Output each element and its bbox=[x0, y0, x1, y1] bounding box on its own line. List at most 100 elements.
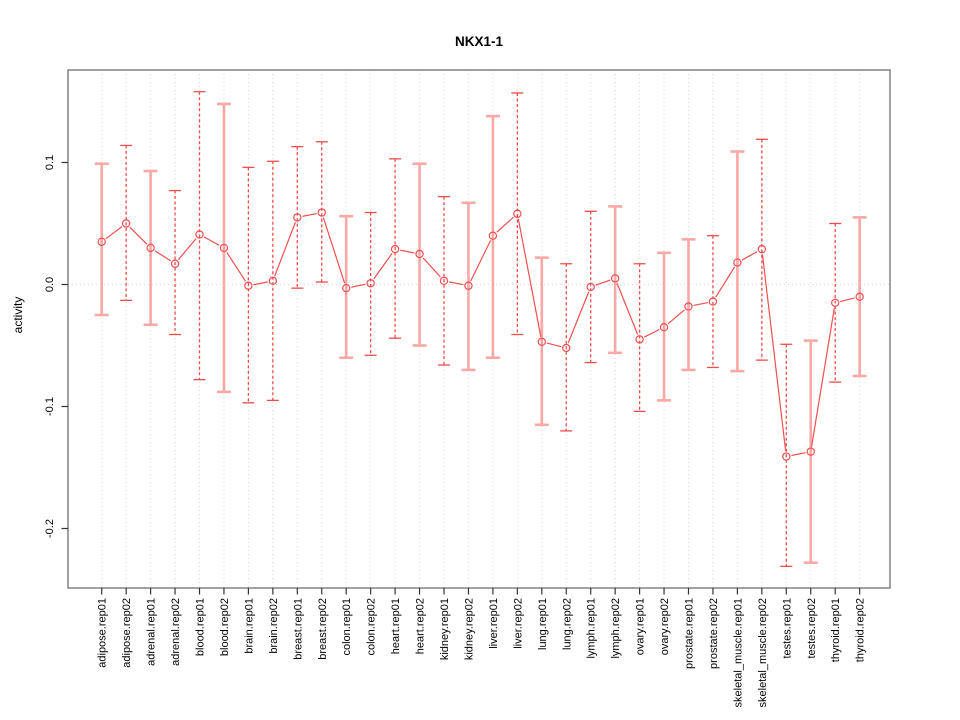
data-point-marker bbox=[97, 237, 106, 246]
x-tick-label: breast.rep02 bbox=[317, 598, 329, 660]
y-tick-label: 0.0 bbox=[44, 277, 56, 292]
data-point-marker bbox=[488, 231, 498, 240]
x-tick-label: liver.rep01 bbox=[488, 598, 500, 649]
x-tick-label: blood.rep02 bbox=[219, 598, 231, 656]
series-line-segment bbox=[203, 236, 220, 246]
x-tick-label: adrenal.rep01 bbox=[146, 598, 158, 666]
data-point-marker bbox=[390, 244, 400, 254]
series-line-segment bbox=[496, 216, 514, 233]
series-line-segment bbox=[811, 307, 835, 447]
data-point-marker bbox=[170, 259, 180, 268]
series-line-layer bbox=[105, 212, 855, 457]
data-point-marker bbox=[562, 343, 571, 353]
x-tick-label: heart.rep02 bbox=[415, 598, 427, 654]
data-point-marker bbox=[464, 281, 473, 290]
data-point-marker bbox=[708, 297, 718, 306]
data-point-marker bbox=[439, 276, 449, 286]
series-line-segment bbox=[351, 283, 366, 288]
series-line-segment bbox=[105, 226, 123, 240]
series-line-segment bbox=[253, 281, 268, 286]
series-line-segment bbox=[741, 251, 758, 261]
y-tick-label: -0.1 bbox=[44, 397, 56, 416]
series-line-segment bbox=[693, 302, 708, 307]
series-line-segment bbox=[129, 226, 148, 245]
data-point-marker bbox=[219, 243, 229, 253]
x-tick-label: adipose.rep02 bbox=[121, 598, 133, 668]
series-line-segment bbox=[322, 217, 346, 284]
x-tick-label: lymph.rep02 bbox=[610, 598, 622, 659]
data-point-marker bbox=[317, 208, 326, 217]
data-point-marker bbox=[415, 249, 424, 259]
y-tick-label: 0.1 bbox=[44, 155, 56, 170]
x-tick-label: breast.rep01 bbox=[292, 598, 304, 660]
series-line-segment bbox=[567, 291, 590, 344]
x-tick-label: heart.rep01 bbox=[390, 598, 402, 654]
data-point-marker bbox=[586, 282, 595, 292]
series-line-segment bbox=[517, 218, 542, 337]
x-tick-label: kidney.rep02 bbox=[463, 598, 475, 660]
plot-border bbox=[67, 69, 891, 589]
series-line-segment bbox=[761, 254, 787, 452]
series-line-segment bbox=[373, 252, 393, 280]
series-line-segment bbox=[840, 297, 855, 303]
data-point-marker bbox=[244, 281, 253, 290]
data-point-marker bbox=[537, 337, 547, 347]
data-point-marker bbox=[684, 302, 693, 311]
data-point-marker bbox=[342, 283, 351, 293]
x-tick-label: colon.rep02 bbox=[366, 598, 378, 656]
x-tick-label: lung.rep02 bbox=[561, 598, 573, 650]
series-line-segment bbox=[667, 309, 685, 325]
x-tick-label: liver.rep02 bbox=[512, 598, 524, 649]
x-tick-label: ovary.rep01 bbox=[635, 598, 647, 655]
error-bars-layer bbox=[94, 91, 867, 567]
series-line-segment bbox=[154, 250, 172, 262]
data-point-marker bbox=[659, 323, 669, 332]
data-point-marker bbox=[121, 219, 131, 228]
series-line-segment bbox=[422, 257, 441, 278]
y-tick-label: -0.2 bbox=[44, 519, 56, 538]
data-point-marker bbox=[733, 258, 742, 267]
x-tick-label: thyroid.rep01 bbox=[830, 598, 842, 662]
x-tick-label: testes.rep02 bbox=[806, 598, 818, 659]
series-line-segment bbox=[302, 212, 317, 217]
series-line-segment bbox=[715, 266, 736, 298]
series-line-segment bbox=[448, 281, 464, 286]
series-line-segment bbox=[177, 238, 197, 261]
x-tick-label: testes.rep01 bbox=[781, 598, 793, 659]
x-tick-label: prostate.rep01 bbox=[684, 598, 696, 669]
x-tick-label: adrenal.rep02 bbox=[170, 598, 182, 666]
chart-title: NKX1-1 bbox=[455, 34, 504, 49]
x-tick-label: blood.rep01 bbox=[195, 598, 207, 656]
axes-layer: 0.1 0.0 -0.1 -0.2 adipose.rep01 adipose.rep02… bbox=[44, 69, 891, 707]
x-tick-label: thyroid.rep02 bbox=[855, 598, 867, 662]
data-point-marker bbox=[757, 244, 767, 254]
series-line-segment bbox=[546, 342, 562, 348]
x-tick-label: colon.rep01 bbox=[341, 598, 353, 656]
data-point-marker bbox=[635, 335, 644, 344]
data-point-marker bbox=[782, 452, 791, 461]
data-point-marker bbox=[610, 274, 620, 283]
grid-layer bbox=[68, 70, 890, 588]
series-line-segment bbox=[470, 240, 492, 282]
x-tick-label: lung.rep01 bbox=[537, 598, 549, 650]
series-line-segment bbox=[400, 249, 415, 254]
x-tick-label: brain.rep02 bbox=[268, 598, 280, 654]
x-tick-label: kidney.rep01 bbox=[439, 598, 451, 660]
markers-layer bbox=[97, 208, 864, 461]
series-line-segment bbox=[226, 251, 247, 282]
data-point-marker bbox=[831, 298, 840, 307]
data-point-marker bbox=[513, 209, 522, 218]
series-line-segment bbox=[616, 283, 639, 335]
data-point-marker bbox=[146, 243, 155, 253]
x-tick-label: prostate.rep02 bbox=[708, 598, 720, 669]
x-tick-label: adipose.rep01 bbox=[97, 598, 109, 668]
series-line-segment bbox=[595, 279, 611, 286]
data-point-marker bbox=[366, 279, 375, 288]
x-tick-label: lymph.rep01 bbox=[586, 598, 598, 659]
x-tick-label: ovary.rep02 bbox=[659, 598, 671, 655]
series-line-segment bbox=[274, 222, 296, 277]
x-tick-label: skeletal_muscle.rep02 bbox=[757, 598, 769, 707]
data-point-marker bbox=[195, 230, 204, 239]
